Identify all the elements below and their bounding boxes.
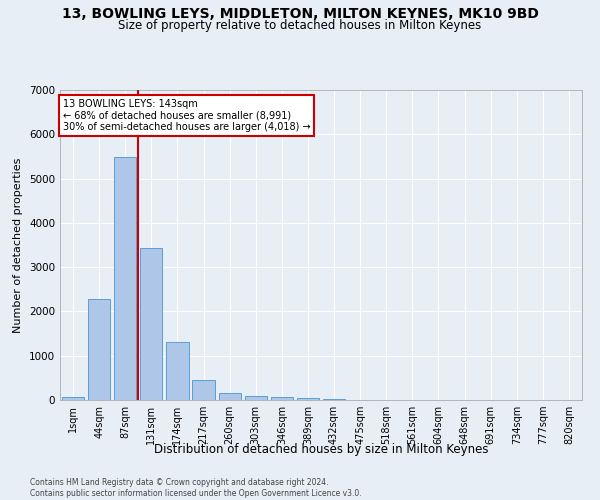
Y-axis label: Number of detached properties: Number of detached properties [13,158,23,332]
Bar [218,393,241,400]
Text: 13 BOWLING LEYS: 143sqm
← 68% of detached houses are smaller (8,991)
30% of semi: 13 BOWLING LEYS: 143sqm ← 68% of detache… [62,100,310,132]
Bar [271,397,293,400]
Bar [62,396,84,400]
Bar [297,398,319,400]
Bar [245,396,267,400]
Text: Size of property relative to detached houses in Milton Keynes: Size of property relative to detached ho… [118,19,482,32]
Text: Distribution of detached houses by size in Milton Keynes: Distribution of detached houses by size … [154,442,488,456]
Bar [323,399,345,400]
Bar [166,342,188,400]
Bar [88,300,110,400]
Bar [140,248,163,400]
Text: 13, BOWLING LEYS, MIDDLETON, MILTON KEYNES, MK10 9BD: 13, BOWLING LEYS, MIDDLETON, MILTON KEYN… [62,8,538,22]
Bar [193,380,215,400]
Text: Contains HM Land Registry data © Crown copyright and database right 2024.
Contai: Contains HM Land Registry data © Crown c… [30,478,362,498]
Bar [114,158,136,400]
